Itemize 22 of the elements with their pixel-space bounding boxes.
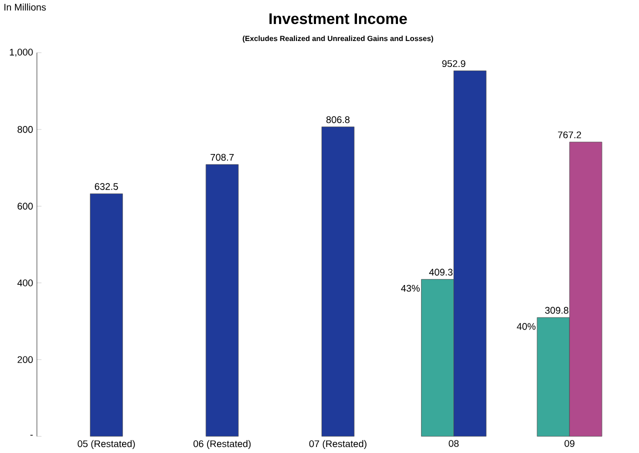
annotation: 40% (516, 323, 536, 330)
y-tick-label: - (30, 435, 33, 436)
y-tick-label: 600 (18, 202, 33, 210)
x-tick-label: 05 (Restated) (78, 440, 135, 450)
x-tick-label: 09 (564, 440, 574, 448)
y-tick-label: 800 (18, 126, 33, 134)
y-axis-title: In Millions (4, 4, 46, 11)
x-tick-label: 06 (Restated) (193, 440, 251, 450)
y-tick-label: 200 (18, 356, 33, 364)
y-tick-label: 400 (17, 280, 33, 286)
chart-title: Investment Income (269, 14, 407, 24)
data-label: 708.7 (210, 154, 234, 161)
data-label: 309.8 (545, 307, 568, 314)
data-label: 409.3 (429, 268, 453, 276)
x-tick-label: 08 (448, 440, 459, 448)
data-label: 952.9 (442, 60, 466, 68)
data-label: 632.5 (94, 183, 118, 190)
y-tick-label: 1,000 (10, 48, 33, 57)
data-label: 767.2 (558, 132, 582, 138)
annotation: 43% (401, 285, 420, 292)
x-tick-label: 07 (Restated) (309, 440, 366, 450)
data-label: 806.8 (326, 116, 350, 124)
